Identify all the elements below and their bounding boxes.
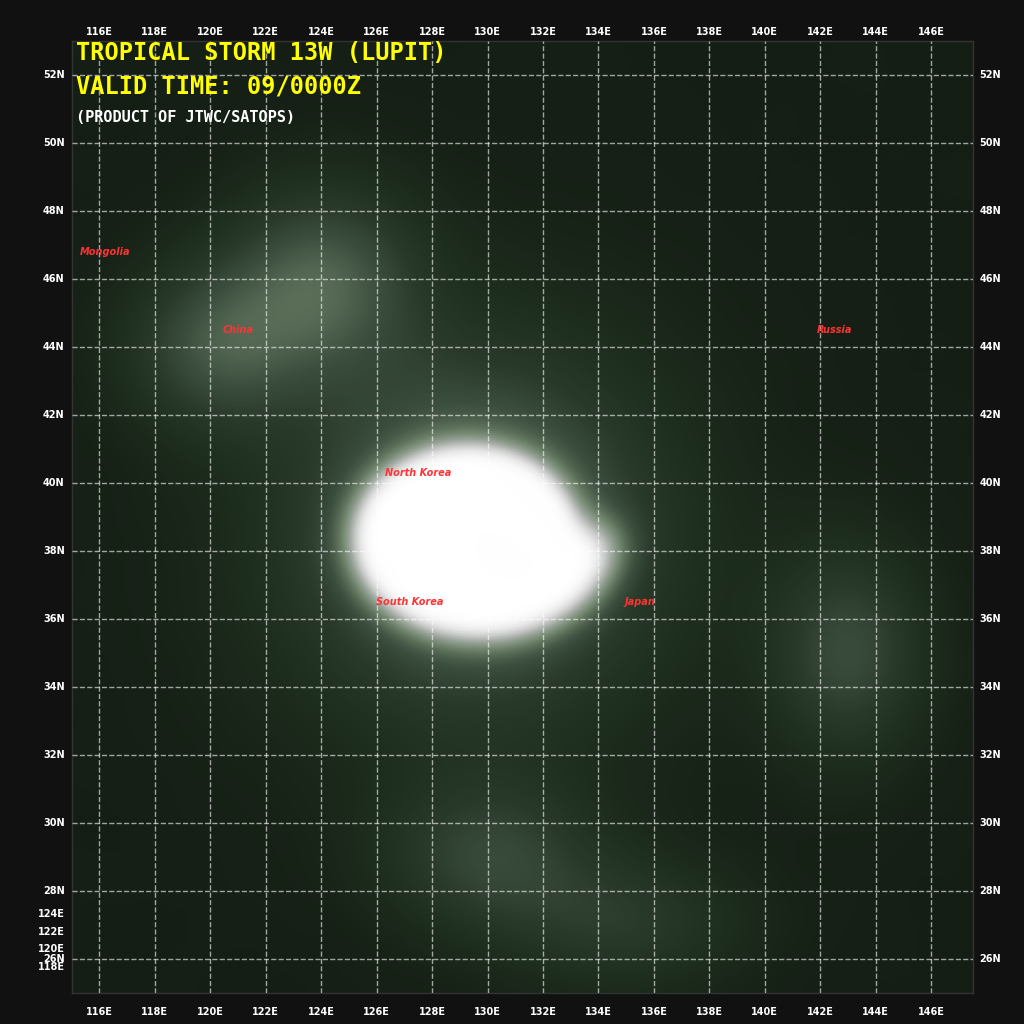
Text: 130E: 130E bbox=[474, 1008, 501, 1017]
Text: 46N: 46N bbox=[980, 274, 1001, 284]
Text: 118E: 118E bbox=[141, 1008, 168, 1017]
Text: 142E: 142E bbox=[807, 1008, 834, 1017]
Text: 36N: 36N bbox=[43, 614, 65, 625]
Text: 48N: 48N bbox=[980, 206, 1001, 216]
Text: 128E: 128E bbox=[419, 27, 445, 37]
Text: 44N: 44N bbox=[43, 342, 65, 352]
Text: 126E: 126E bbox=[364, 1008, 390, 1017]
Text: VALID TIME: 09/0000Z: VALID TIME: 09/0000Z bbox=[76, 75, 361, 98]
Text: 146E: 146E bbox=[918, 27, 945, 37]
Text: 120E: 120E bbox=[197, 27, 224, 37]
Text: 116E: 116E bbox=[86, 27, 113, 37]
Text: South Korea: South Korea bbox=[376, 597, 443, 607]
Text: Japan: Japan bbox=[625, 597, 655, 607]
Text: 38N: 38N bbox=[980, 546, 1001, 556]
Text: 32N: 32N bbox=[980, 751, 1001, 760]
Text: 132E: 132E bbox=[529, 1008, 556, 1017]
Text: (PRODUCT OF JTWC/SATOPS): (PRODUCT OF JTWC/SATOPS) bbox=[76, 110, 295, 125]
Text: Russia: Russia bbox=[816, 325, 852, 335]
Text: 122E: 122E bbox=[252, 27, 280, 37]
Text: 30N: 30N bbox=[980, 818, 1001, 828]
Text: 136E: 136E bbox=[640, 27, 668, 37]
Text: 50N: 50N bbox=[43, 138, 65, 148]
Text: 28N: 28N bbox=[980, 886, 1001, 896]
Text: 144E: 144E bbox=[862, 27, 889, 37]
Text: 146E: 146E bbox=[918, 1008, 945, 1017]
Text: 124E: 124E bbox=[308, 1008, 335, 1017]
Text: 32N: 32N bbox=[43, 751, 65, 760]
Text: Mongolia: Mongolia bbox=[80, 247, 130, 257]
Text: 34N: 34N bbox=[980, 682, 1001, 692]
Text: 134E: 134E bbox=[585, 1008, 612, 1017]
Text: 30N: 30N bbox=[43, 818, 65, 828]
Text: 124E: 124E bbox=[38, 909, 65, 920]
Text: 120E: 120E bbox=[197, 1008, 224, 1017]
Text: 26N: 26N bbox=[43, 954, 65, 965]
Text: 52N: 52N bbox=[980, 70, 1001, 80]
Text: 122E: 122E bbox=[252, 1008, 280, 1017]
Text: 142E: 142E bbox=[807, 27, 834, 37]
Text: 118E: 118E bbox=[141, 27, 168, 37]
Text: 116E: 116E bbox=[86, 1008, 113, 1017]
Text: 52N: 52N bbox=[43, 70, 65, 80]
Text: 122E: 122E bbox=[38, 927, 65, 937]
Text: 140E: 140E bbox=[752, 27, 778, 37]
Text: 120E: 120E bbox=[38, 944, 65, 954]
Text: 128E: 128E bbox=[419, 1008, 445, 1017]
Text: 136E: 136E bbox=[640, 1008, 668, 1017]
Text: 36N: 36N bbox=[980, 614, 1001, 625]
Text: 40N: 40N bbox=[43, 478, 65, 488]
Text: 34N: 34N bbox=[43, 682, 65, 692]
Text: 144E: 144E bbox=[862, 1008, 889, 1017]
Text: 42N: 42N bbox=[43, 410, 65, 420]
Text: 48N: 48N bbox=[43, 206, 65, 216]
Text: China: China bbox=[222, 325, 254, 335]
Text: 138E: 138E bbox=[696, 27, 723, 37]
Text: TROPICAL STORM 13W (LUPIT): TROPICAL STORM 13W (LUPIT) bbox=[76, 41, 446, 65]
Text: 130E: 130E bbox=[474, 27, 501, 37]
Text: 26N: 26N bbox=[980, 954, 1001, 965]
Text: 126E: 126E bbox=[364, 27, 390, 37]
Text: 50N: 50N bbox=[980, 138, 1001, 148]
Text: 42N: 42N bbox=[980, 410, 1001, 420]
Text: 44N: 44N bbox=[980, 342, 1001, 352]
Text: 28N: 28N bbox=[43, 886, 65, 896]
Text: 124E: 124E bbox=[308, 27, 335, 37]
Text: 40N: 40N bbox=[980, 478, 1001, 488]
Text: 46N: 46N bbox=[43, 274, 65, 284]
Text: 134E: 134E bbox=[585, 27, 612, 37]
Text: 38N: 38N bbox=[43, 546, 65, 556]
Text: 140E: 140E bbox=[752, 1008, 778, 1017]
Text: 138E: 138E bbox=[696, 1008, 723, 1017]
Text: North Korea: North Korea bbox=[385, 468, 452, 478]
Text: 118E: 118E bbox=[38, 962, 65, 972]
Text: 132E: 132E bbox=[529, 27, 556, 37]
